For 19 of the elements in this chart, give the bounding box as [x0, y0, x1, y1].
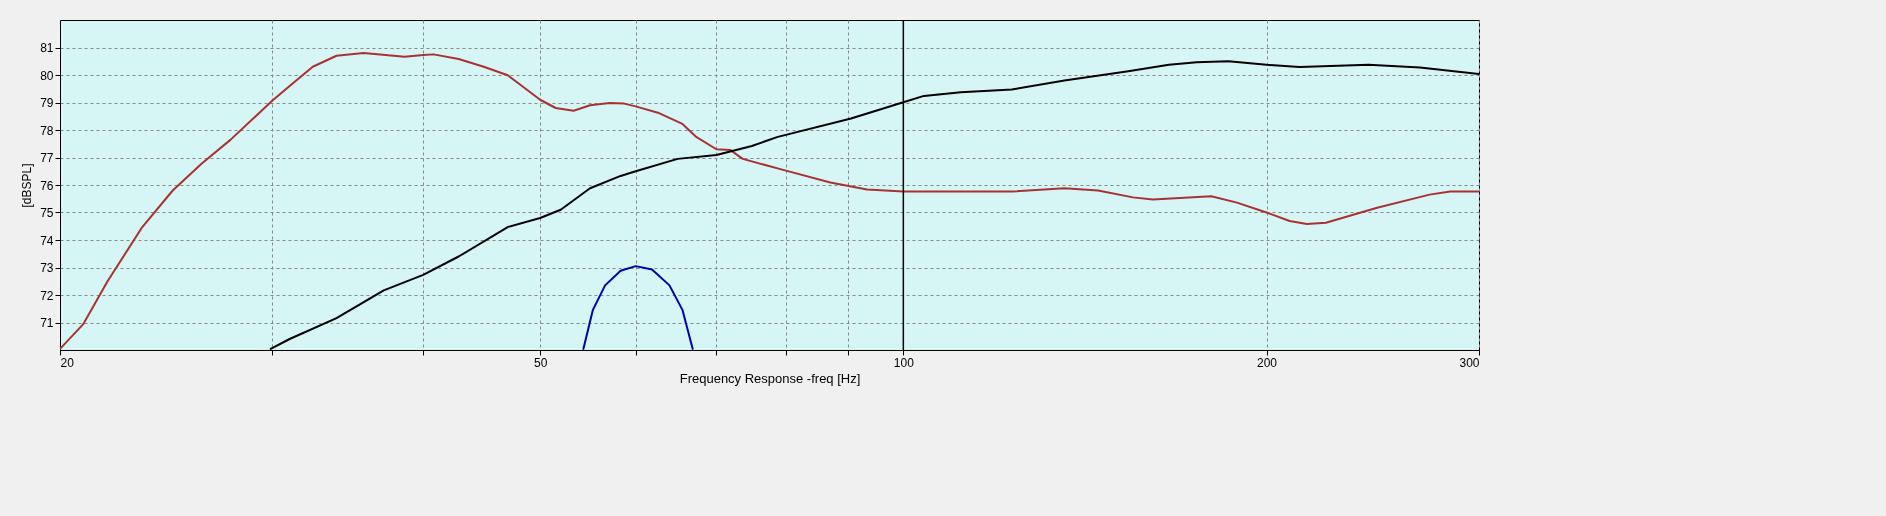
- y-tick-label: 75: [40, 206, 54, 220]
- y-tick-label: 79: [40, 96, 54, 110]
- y-tick-label: 71: [40, 316, 54, 330]
- y-axis-title: [dBSPL]: [20, 163, 35, 208]
- x-tick-label: 300: [1459, 355, 1480, 370]
- y-tick-label: 81: [40, 41, 54, 55]
- y-tick-label: 77: [40, 151, 54, 165]
- x-axis-title: Frequency Response -freq [Hz]: [679, 370, 861, 386]
- y-tick-label: 76: [40, 178, 54, 193]
- x-tick-label: 50: [533, 355, 548, 370]
- y-tick-label: 80: [40, 68, 54, 83]
- y-tick-label: 73: [40, 261, 54, 275]
- y-tick-label: 78: [40, 123, 54, 138]
- y-tick-label: 74: [40, 233, 54, 248]
- y-tick-label: 72: [40, 288, 54, 303]
- x-tick-label: 200: [1257, 355, 1278, 370]
- x-tick-label: 20: [60, 355, 75, 370]
- x-tick-label: 100: [893, 355, 915, 370]
- line-series: [582, 265, 694, 350]
